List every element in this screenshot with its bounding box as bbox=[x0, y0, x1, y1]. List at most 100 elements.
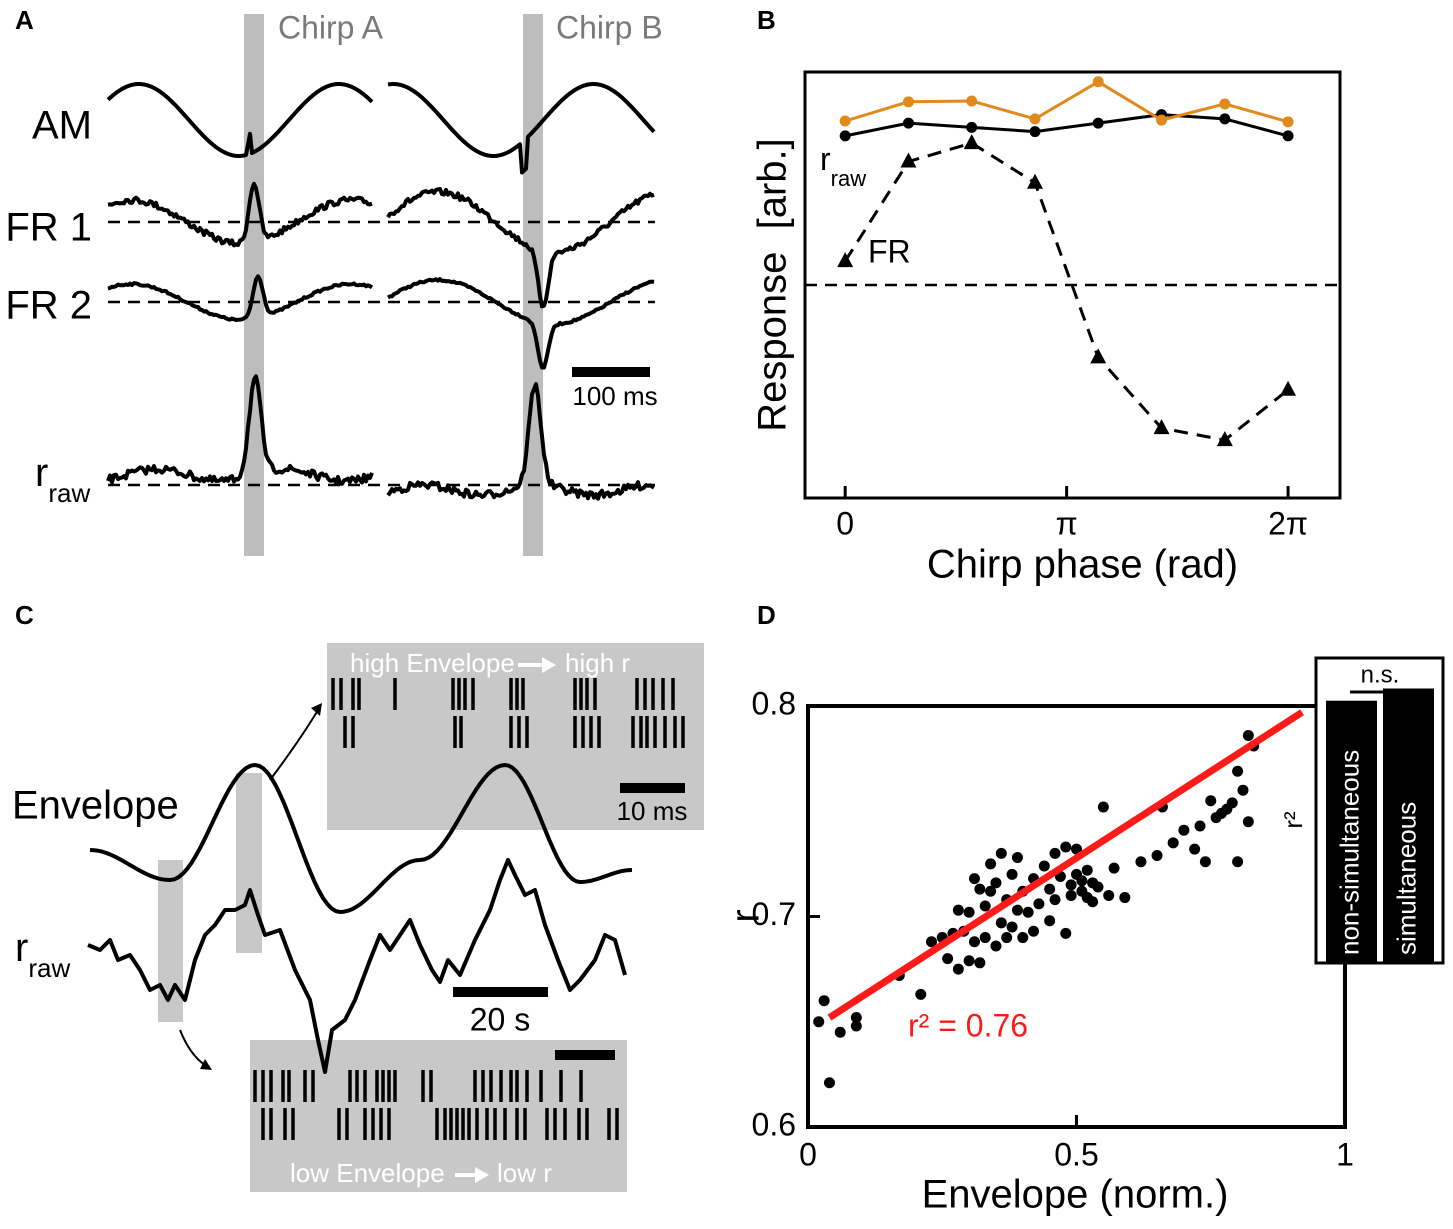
scatter-point bbox=[1242, 816, 1254, 828]
marker bbox=[1282, 130, 1294, 142]
marker bbox=[1219, 98, 1231, 110]
scatter-point bbox=[1081, 864, 1093, 876]
arrow bbox=[200, 1059, 212, 1070]
scatter-point bbox=[834, 1026, 846, 1038]
panel-label: C bbox=[15, 600, 34, 630]
marker bbox=[1156, 114, 1168, 126]
scatter-point bbox=[1022, 906, 1034, 918]
series-label-name: r bbox=[820, 141, 831, 177]
trace-label: AM bbox=[32, 104, 92, 148]
panel-label: A bbox=[15, 5, 34, 35]
scatter-point bbox=[1097, 801, 1109, 813]
significance-label: n.s. bbox=[1361, 661, 1400, 688]
arrow bbox=[475, 1167, 489, 1183]
scatter-point bbox=[990, 877, 1002, 889]
marker bbox=[900, 152, 917, 168]
scatter-point bbox=[813, 1016, 825, 1028]
scatter-point bbox=[1205, 795, 1217, 807]
series-label-sub: raw bbox=[831, 166, 867, 191]
bar-label: simultaneous bbox=[1391, 802, 1421, 955]
raster-title: high r bbox=[565, 648, 630, 678]
marker bbox=[902, 96, 914, 108]
scatter-point bbox=[1028, 925, 1040, 937]
scatter-point bbox=[1011, 904, 1023, 916]
scatter-point bbox=[1011, 852, 1023, 864]
trace bbox=[106, 82, 374, 158]
scatter-point bbox=[915, 988, 927, 1000]
panel-label: B bbox=[757, 5, 776, 35]
scatter-point bbox=[968, 936, 980, 948]
scatter-point bbox=[1232, 765, 1244, 777]
scatter-point bbox=[1151, 849, 1163, 861]
scatter-point bbox=[1049, 847, 1061, 859]
x-axis-label: Envelope (norm.) bbox=[922, 1173, 1229, 1217]
r-label: r bbox=[35, 451, 48, 495]
marker bbox=[837, 252, 854, 268]
scatter-point bbox=[1119, 892, 1131, 904]
scatter-point bbox=[1226, 797, 1238, 809]
scatter-point bbox=[979, 900, 991, 912]
trace-label: FR 1 bbox=[5, 206, 92, 250]
x-tick-label: 0 bbox=[836, 505, 854, 541]
scatter-point bbox=[1167, 837, 1179, 849]
x-tick-label: 1 bbox=[1336, 1136, 1354, 1172]
x-tick-label: 0.5 bbox=[1054, 1136, 1098, 1172]
r-subscript: raw bbox=[48, 478, 90, 508]
y-tick-label: 0.8 bbox=[752, 685, 796, 721]
scatter-point bbox=[1237, 784, 1249, 796]
scatter-point bbox=[1076, 875, 1088, 887]
arrow bbox=[269, 709, 319, 781]
marker bbox=[1029, 113, 1041, 125]
raster-title: low r bbox=[497, 1158, 552, 1188]
scatter-point bbox=[1001, 932, 1013, 944]
scatter-point bbox=[952, 904, 964, 916]
y-axis-label: r² bbox=[1278, 811, 1308, 829]
scatter-point bbox=[942, 953, 954, 965]
scatter-point bbox=[1044, 915, 1056, 927]
trace bbox=[87, 858, 627, 1074]
scatter-point bbox=[1232, 856, 1244, 868]
scatter-point bbox=[1044, 883, 1056, 895]
fit-label: r² = 0.76 bbox=[908, 1007, 1028, 1043]
marker bbox=[839, 115, 851, 127]
scatter-point bbox=[1135, 856, 1147, 868]
scatter-point bbox=[818, 995, 830, 1007]
scatter-point bbox=[1017, 932, 1029, 944]
marker bbox=[902, 117, 914, 129]
bar-label: non-simultaneous bbox=[1334, 750, 1364, 955]
scatter-point bbox=[1108, 862, 1120, 874]
marker bbox=[1090, 348, 1107, 364]
trace bbox=[386, 382, 656, 501]
scale-label: 10 ms bbox=[617, 796, 688, 826]
trace bbox=[107, 181, 373, 248]
trace bbox=[106, 374, 374, 486]
x-tick-label: π bbox=[1056, 505, 1078, 541]
scatter-point bbox=[1242, 729, 1254, 741]
marker bbox=[1282, 116, 1294, 128]
marker bbox=[1092, 76, 1104, 88]
scatter-point bbox=[963, 906, 975, 918]
scatter-point bbox=[1060, 841, 1072, 853]
scatter-point bbox=[1194, 820, 1206, 832]
raster-title: high Envelope bbox=[350, 648, 515, 678]
marker bbox=[1216, 431, 1233, 447]
marker bbox=[1027, 173, 1044, 189]
series-line bbox=[843, 141, 1290, 442]
scale-label: 20 s bbox=[470, 1001, 530, 1037]
scatter-point bbox=[985, 858, 997, 870]
series-line bbox=[844, 80, 1289, 124]
trace bbox=[387, 82, 656, 175]
r-label: r bbox=[15, 926, 28, 970]
scatter-point bbox=[850, 1012, 862, 1024]
scatter-point bbox=[850, 1020, 862, 1032]
raster-title: low Envelope bbox=[290, 1158, 445, 1188]
chirp-label: Chirp A bbox=[278, 9, 384, 45]
marker bbox=[1153, 419, 1170, 435]
trace-label: rraw bbox=[15, 926, 70, 983]
trace-label: FR 2 bbox=[5, 284, 92, 328]
scatter-point bbox=[1033, 898, 1045, 910]
arrow bbox=[311, 703, 322, 716]
arrow bbox=[179, 1029, 206, 1066]
scatter-point bbox=[1049, 894, 1061, 906]
